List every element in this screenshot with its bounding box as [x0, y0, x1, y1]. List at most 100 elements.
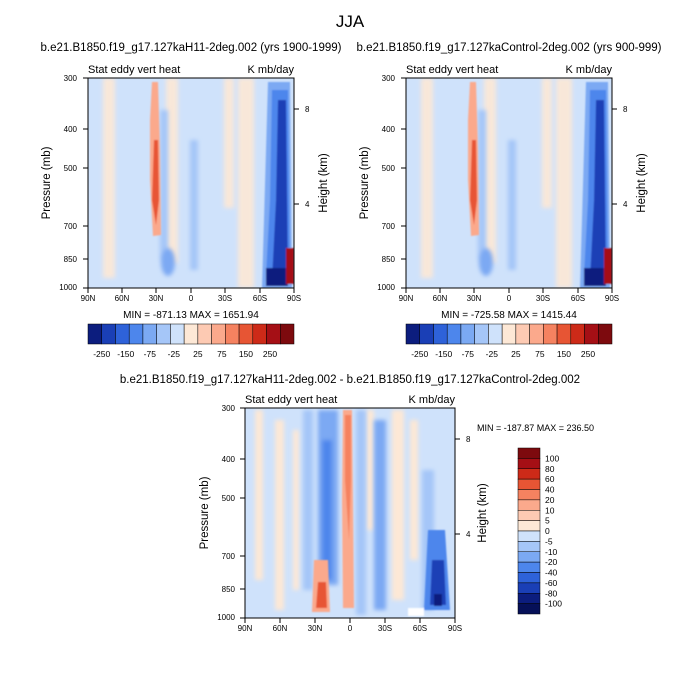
colorbar-label: -150 [117, 349, 134, 359]
y-tick-label: 700 [222, 552, 236, 561]
feature-mark [345, 415, 351, 540]
warm-band [255, 410, 263, 580]
y-right-axis-label: Height (km) [318, 153, 330, 213]
colorbar-swatch [115, 323, 130, 345]
feature-mark [590, 100, 606, 280]
colorbar-label: -80 [545, 588, 558, 598]
colorbar-swatch [529, 323, 544, 345]
colorbar-swatch [517, 510, 541, 521]
x-tick-label: 30N [149, 294, 164, 303]
colorbar-swatch [517, 447, 541, 459]
warm-band [484, 78, 496, 263]
warm-band [410, 420, 418, 560]
y-right-tick-label: 8 [305, 105, 310, 114]
warm-band [103, 78, 115, 278]
colorbar-swatch [225, 323, 240, 345]
x-tick-label: 60N [433, 294, 448, 303]
x-tick-label: 90S [605, 294, 619, 303]
colorbar-swatch [501, 323, 517, 345]
cool-band [508, 140, 516, 270]
x-tick-label: 60S [413, 624, 427, 633]
colorbar-swatch [517, 458, 541, 469]
tick-marks [83, 77, 299, 293]
y-right-axis-label: Height (km) [477, 483, 489, 543]
colorbar-label: -25 [486, 349, 499, 359]
colorbar-label: 0 [545, 526, 550, 536]
warm-bands [255, 410, 418, 610]
colorbar-swatch [419, 323, 434, 345]
y-tick-label: 400 [222, 455, 236, 464]
tick-marks [401, 77, 617, 293]
y-tick-label: 400 [64, 125, 78, 134]
colorbar: -250 -150 -75 -25 25 75 150 250 [87, 323, 295, 359]
x-tick-label: 30S [218, 294, 232, 303]
y-right-tick-label: 8 [623, 105, 628, 114]
colorbar-label: 150 [557, 349, 571, 359]
y-tick-label: 500 [222, 494, 236, 503]
panel-control: b.e21.B1850.f19_g17.127kaControl-2deg.00… [357, 42, 662, 359]
min-max-label: MIN = -725.58 MAX = 1415.44 [441, 310, 577, 321]
y-right-tick-label: 4 [305, 200, 310, 209]
colorbar-swatch [517, 541, 541, 552]
axis-ticks: 300 400 500 700 850 1000 90N 60N 30N 0 3… [217, 404, 471, 633]
warm-band [293, 430, 299, 590]
colorbar-swatch [517, 468, 541, 480]
feature-mark [272, 100, 288, 280]
colorbar-swatch [598, 323, 613, 345]
y-tick-label: 500 [64, 164, 78, 173]
y-tick-label: 1000 [377, 283, 395, 292]
x-tick-label: 90S [287, 294, 301, 303]
y-tick-label: 850 [64, 255, 78, 264]
panel-h11: b.e21.B1850.f19_g17.127kaH11-2deg.002 (y… [41, 42, 342, 359]
feature-mark [430, 560, 446, 605]
x-tick-label: 30N [308, 624, 323, 633]
colorbar-swatch [517, 593, 541, 604]
colorbar-swatch [517, 582, 541, 594]
colorbar-swatch [474, 323, 489, 345]
colorbar-label: -250 [411, 349, 428, 359]
colorbar-label: 150 [239, 349, 253, 359]
panel-left-label: Stat eddy vert heat [406, 64, 498, 76]
warm-band [542, 78, 552, 208]
colorbar-swatch [517, 520, 541, 532]
colorbar-label: 20 [545, 495, 555, 505]
warm-bands [421, 78, 572, 288]
colorbar-swatch [517, 551, 541, 563]
colorbar-label: 80 [545, 464, 555, 474]
warm-band [421, 78, 433, 278]
colorbar-label: -10 [545, 547, 558, 557]
y-axis-label: Pressure (mb) [199, 476, 211, 549]
colorbar-swatch [543, 323, 558, 345]
colorbar-swatch [488, 323, 503, 345]
y-tick-label: 500 [382, 164, 396, 173]
colorbar: -250 -150 -75 -25 25 75 150 250 [405, 323, 613, 359]
colorbar-swatch [570, 323, 585, 345]
colorbar-swatch [156, 323, 171, 345]
x-tick-label: 60N [115, 294, 130, 303]
colorbar-label: 10 [545, 505, 555, 515]
panel-left-label: Stat eddy vert heat [88, 64, 180, 76]
min-max-label: MIN = -871.13 MAX = 1651.94 [123, 310, 259, 321]
colorbar-swatch [517, 530, 541, 542]
y-axis-label: Pressure (mb) [359, 146, 371, 219]
warm-band [275, 420, 284, 610]
colorbar-swatch [183, 323, 199, 345]
colorbar-swatch [266, 323, 281, 345]
y-axis-label: Pressure (mb) [41, 146, 53, 219]
feature-mark [316, 582, 327, 608]
colorbar-swatch [460, 323, 475, 345]
colorbar-swatch [142, 323, 157, 345]
colorbar-label: 75 [217, 349, 227, 359]
y-tick-label: 300 [222, 404, 236, 413]
colorbar-swatch [584, 323, 599, 345]
y-tick-label: 1000 [217, 613, 235, 622]
panel-left-label: Stat eddy vert heat [245, 394, 337, 406]
panel-title: b.e21.B1850.f19_g17.127kaControl-2deg.00… [357, 42, 662, 54]
colorbar-swatch [280, 323, 295, 345]
colorbar-swatch [211, 323, 226, 345]
feature-mark [470, 140, 477, 225]
panel-title: b.e21.B1850.f19_g17.127kaH11-2deg.002 (y… [41, 42, 342, 54]
warm-band [556, 78, 572, 288]
